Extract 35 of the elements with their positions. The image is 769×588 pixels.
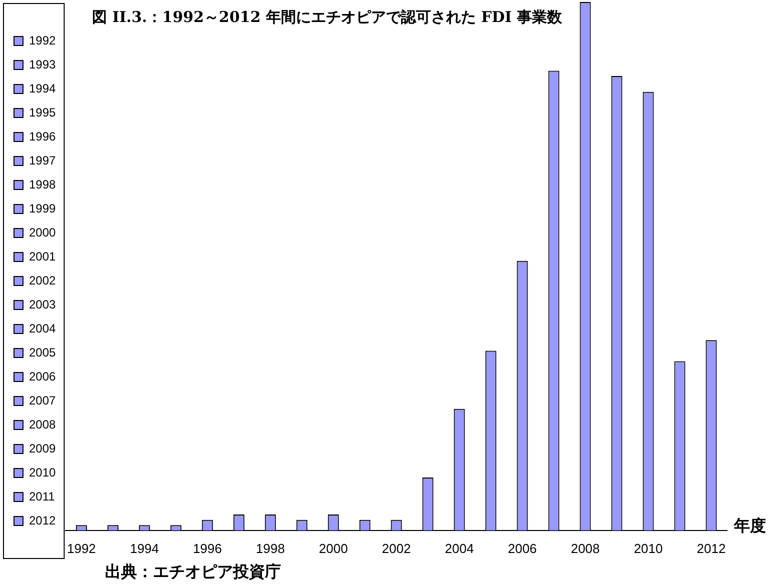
legend-label: 1995 [29, 105, 56, 120]
legend-label: 1998 [29, 177, 56, 192]
legend-label: 1999 [29, 201, 56, 216]
x-axis-title: 年度 [734, 516, 766, 537]
x-tick-label: 2002 [382, 540, 411, 556]
legend-label: 2012 [29, 513, 56, 528]
x-tick-label: 2000 [318, 540, 348, 556]
legend-label: 2007 [29, 393, 56, 408]
x-tick-label: 2006 [508, 540, 537, 556]
x-tick-label: 1994 [130, 540, 159, 556]
legend-label: 1997 [29, 153, 56, 168]
legend-label: 2011 [29, 489, 56, 504]
x-tick-label: 2008 [570, 540, 600, 556]
x-tick-label: 1996 [192, 540, 222, 556]
x-tick-label: 1998 [256, 540, 285, 556]
source-note: 出典：エチオピア投資庁 [105, 562, 281, 583]
legend-label: 2000 [29, 225, 56, 240]
legend-label: 2010 [29, 465, 56, 480]
text: 図 II.3.：1992～2012 年間にエチオピアで認可された FDI 事業数 [92, 8, 562, 27]
legend-label: 2008 [29, 417, 56, 432]
legend-label: 2003 [29, 297, 56, 312]
x-tick-label: 2012 [696, 540, 726, 556]
legend-label: 2001 [29, 249, 56, 264]
legend-label: 2002 [29, 273, 56, 288]
legend-label: 2009 [29, 441, 56, 456]
legend-label: 1994 [29, 81, 56, 96]
legend-label: 2006 [29, 369, 56, 384]
legend-label: 1993 [29, 57, 56, 72]
x-tick-label: 1992 [66, 540, 96, 556]
legend-label: 2004 [29, 321, 56, 336]
x-tick-label: 2010 [634, 540, 663, 556]
legend-label: 2005 [29, 345, 56, 360]
legend-label: 1992 [29, 33, 56, 48]
legend-label: 1996 [29, 129, 56, 144]
x-tick-label: 2004 [444, 540, 474, 556]
